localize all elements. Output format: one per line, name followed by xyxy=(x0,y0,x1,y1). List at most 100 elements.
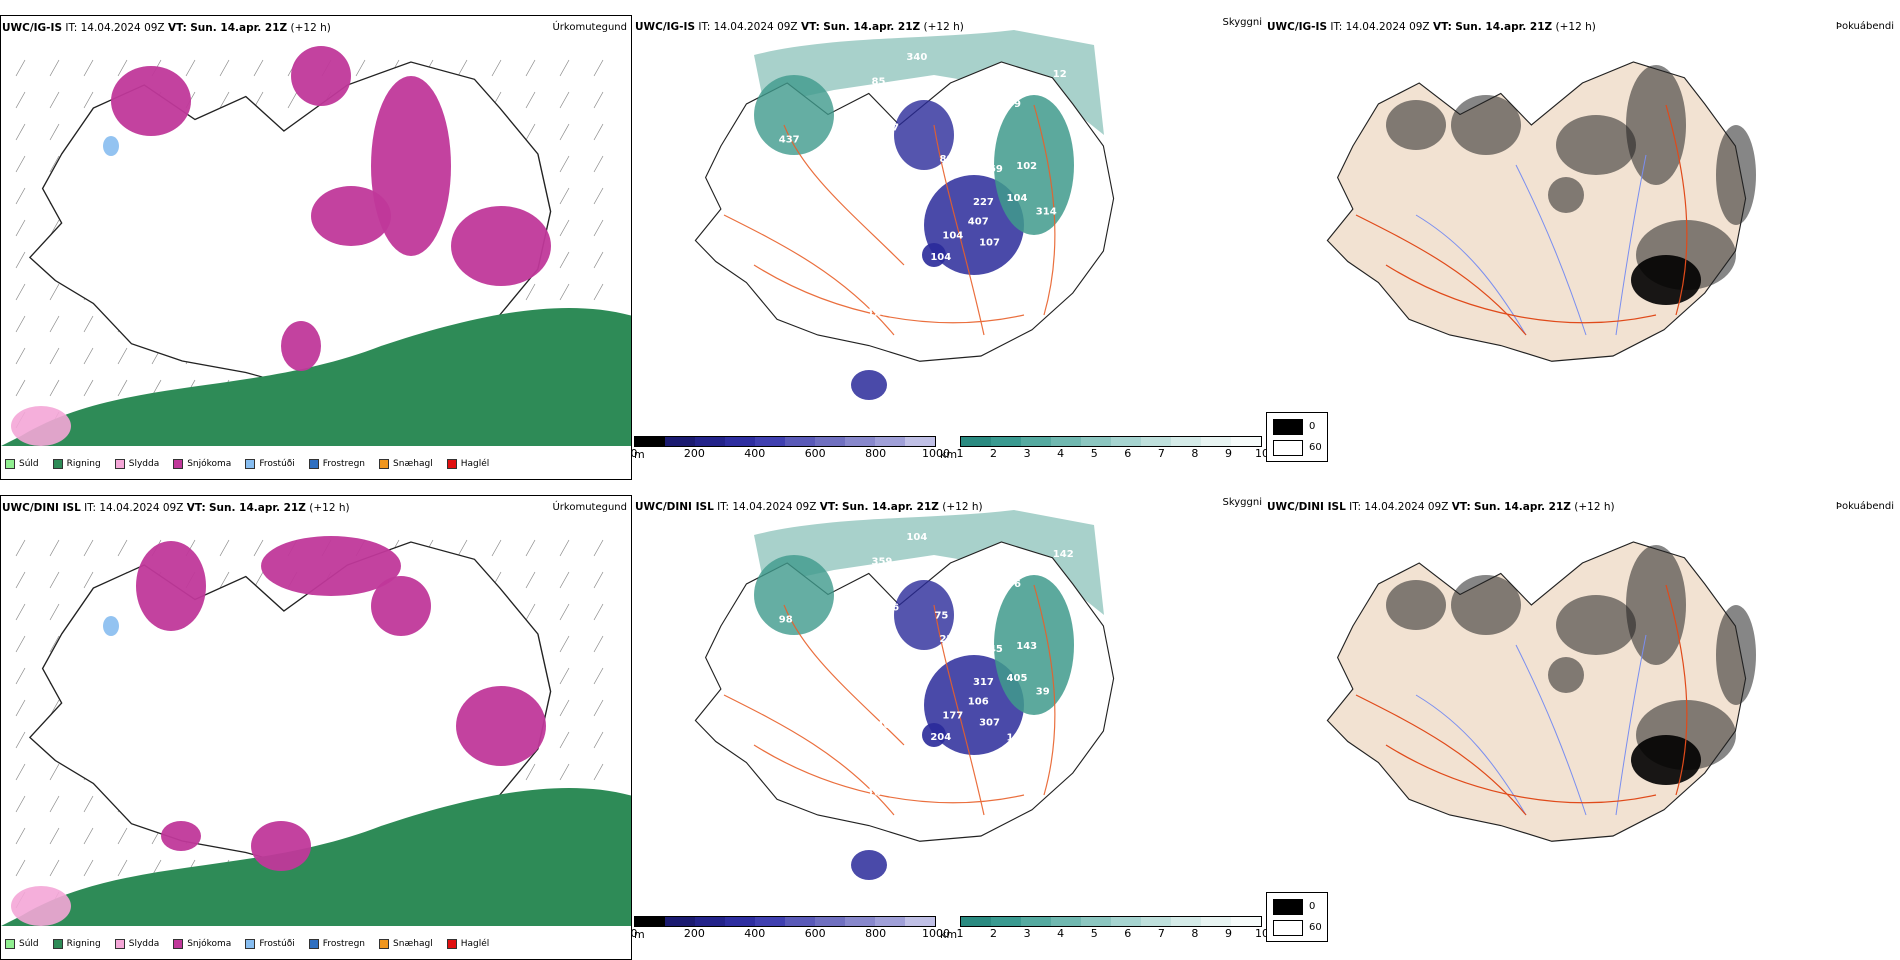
wind-barb xyxy=(559,667,570,685)
legend-swatch xyxy=(114,939,125,949)
elevation-label: 184 xyxy=(867,787,888,798)
legend-item: Snjókoma xyxy=(173,459,231,469)
panel-header: UWC/IG-IS IT: 14.04.2024 09Z VT: Sun. 14… xyxy=(635,21,964,33)
wind-barb xyxy=(83,539,94,557)
colorbar-segment xyxy=(785,437,815,446)
snow-area xyxy=(291,46,351,106)
wind-barb xyxy=(49,603,60,621)
wind-barb xyxy=(15,539,26,557)
colorbar-tick: 1000 xyxy=(922,927,950,940)
wind-barb xyxy=(593,763,604,781)
wind-barb xyxy=(15,283,26,301)
elevation-label: 405 xyxy=(1007,673,1028,684)
elevation-label: 78 xyxy=(1080,630,1094,641)
wind-barb xyxy=(593,59,604,77)
wind-barb xyxy=(525,123,536,141)
legend-swatch xyxy=(245,459,256,469)
fog-area xyxy=(754,555,834,635)
elevation-label: 104 xyxy=(1007,193,1028,204)
elevation-label: 95 xyxy=(792,646,806,657)
colorbar-segment xyxy=(725,917,755,926)
fog-legend-1: 0 60 xyxy=(1266,412,1328,462)
fog-legend-low: 0 xyxy=(1309,901,1316,912)
elevation-label: 314 xyxy=(1036,206,1057,217)
elevation-label: 104 xyxy=(942,231,963,242)
colorbar-segment xyxy=(665,437,695,446)
fog-swatch-low xyxy=(1273,899,1303,915)
wind-barb xyxy=(185,59,196,77)
legend-label: Frostregn xyxy=(322,939,366,949)
colorbar-tick: 400 xyxy=(744,927,766,940)
legend-swatch xyxy=(5,939,15,949)
elevation-label: 97 xyxy=(792,166,806,177)
precip-map-2 xyxy=(1,536,631,926)
legend-swatch xyxy=(245,939,256,949)
river xyxy=(1415,694,1527,816)
colorbar-segment xyxy=(875,437,905,446)
fog-legend-high: 60 xyxy=(1309,922,1322,933)
elevation-ticks: 0 200 400 600 800 1000 xyxy=(631,447,951,460)
elevation-label: 169 xyxy=(982,164,1003,175)
elevation-label: 400 xyxy=(877,720,898,731)
colorbar-segment xyxy=(991,917,1021,926)
fog-legend-low: 0 xyxy=(1309,421,1316,432)
wind-barb xyxy=(525,571,536,589)
elevation-label: 162 xyxy=(1003,280,1024,291)
visibility-colorbar-2: 1 2 3 4 5 6 7 8 9 10 xyxy=(956,916,1269,946)
wind-barb xyxy=(593,123,604,141)
wind-barb xyxy=(593,731,604,749)
elevation-label: 11 xyxy=(733,234,747,245)
colorbar-segment xyxy=(725,437,755,446)
rain-area xyxy=(1,787,631,926)
wind-barb xyxy=(83,59,94,77)
wind-barb xyxy=(559,603,570,621)
fog-swatch-high xyxy=(1273,920,1303,936)
elevation-label: 94 xyxy=(984,308,998,319)
colorbar-segment xyxy=(961,437,991,446)
colorbar-segment xyxy=(845,917,875,926)
elevation-label: 286 xyxy=(878,603,899,614)
road xyxy=(1033,584,1056,796)
wind-barb xyxy=(593,251,604,269)
colorbar-tick: 7 xyxy=(1157,447,1165,460)
wind-barb xyxy=(15,347,26,365)
wind-barb xyxy=(49,59,60,77)
wind-barb xyxy=(49,795,60,813)
legend-item: Snæhagl xyxy=(379,459,433,469)
wind-barb xyxy=(49,91,60,109)
colorbar-tick: 2 xyxy=(990,927,998,940)
wind-barb xyxy=(559,731,570,749)
legend-swatch xyxy=(114,459,125,469)
road xyxy=(1665,104,1688,316)
elevation-label: 308 xyxy=(1108,740,1129,751)
elevation-label: 75 xyxy=(876,149,890,160)
wind-barb xyxy=(15,603,26,621)
snow-area xyxy=(161,821,201,851)
fog-panel-2: UWC/DINI ISL IT: 14.04.2024 09Z VT: Sun.… xyxy=(1266,495,1898,960)
snow-area xyxy=(111,66,191,136)
wind-barb xyxy=(525,283,536,301)
elevation-label: 222 xyxy=(801,235,822,246)
wind-barb xyxy=(83,379,94,397)
wind-barb xyxy=(593,187,604,205)
colorbar-tick: 1 xyxy=(956,927,964,940)
elevation-label: 143 xyxy=(1016,641,1037,652)
elevation-label: 48 xyxy=(886,171,900,182)
snow-area xyxy=(281,321,321,371)
legend-label: Snæhagl xyxy=(393,459,433,469)
elevation-label: 248 xyxy=(1059,708,1080,719)
colorbar-segment xyxy=(1231,437,1261,446)
elevation-label: 774 xyxy=(1121,169,1142,180)
wind-barb xyxy=(15,667,26,685)
colorbar-segment xyxy=(1141,917,1171,926)
wind-barb xyxy=(49,859,60,877)
elevation-ticks: 0 200 400 600 800 1000 xyxy=(631,927,951,940)
rivers xyxy=(1415,634,1647,816)
wind-barb xyxy=(593,539,604,557)
legend-item: Snjókoma xyxy=(173,939,231,949)
fog-area xyxy=(994,95,1074,235)
colorbar-segment xyxy=(845,437,875,446)
elevation-label: 39 xyxy=(1036,686,1050,697)
fog-dense-area xyxy=(1451,575,1521,635)
wind-barb xyxy=(117,539,128,557)
